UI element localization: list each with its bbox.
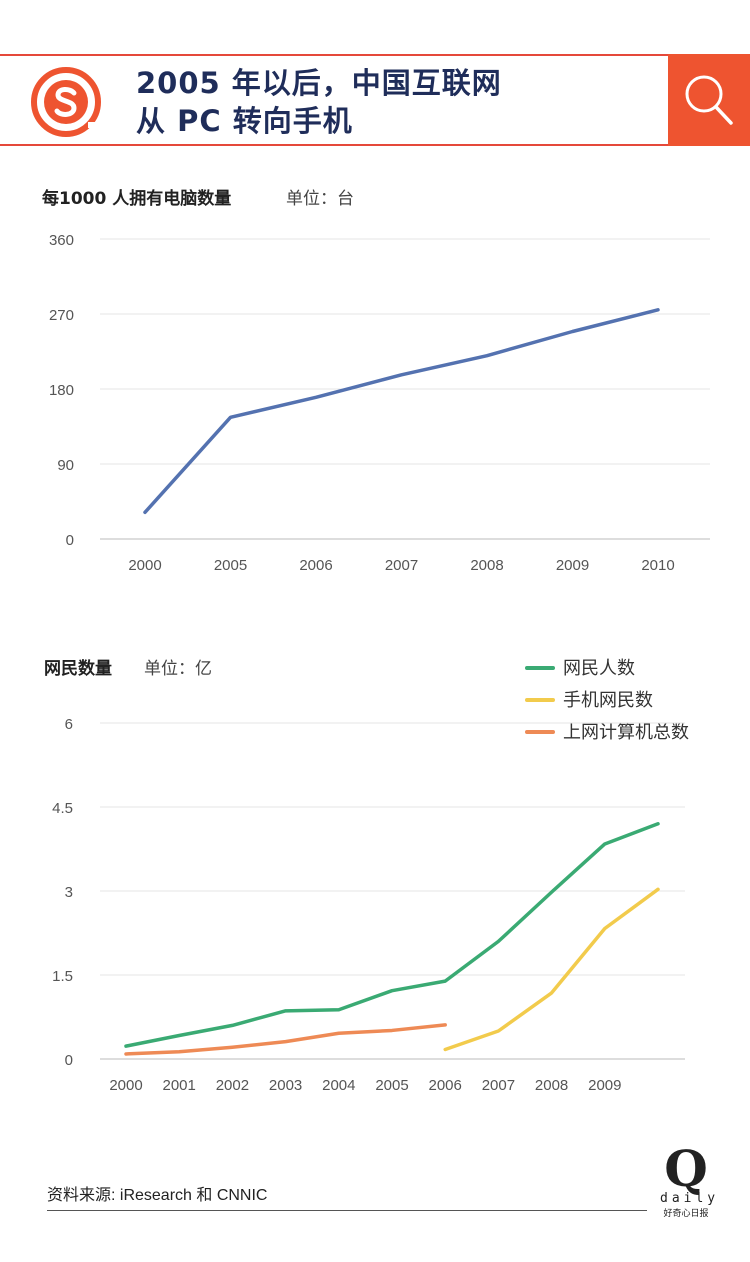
chart2-xtick: 2009: [588, 1077, 621, 1094]
chart1-xtick: 2010: [641, 557, 674, 574]
chart1-xtick: 2005: [214, 557, 247, 574]
chart2-series-line: [443, 887, 660, 1052]
chart1-xtick: 2000: [128, 557, 161, 574]
chart1-title: 每1000 人拥有电脑数量: [42, 188, 231, 209]
chart1-xtick: 2006: [299, 557, 332, 574]
brand-cn: 好奇心日报: [663, 1209, 709, 1219]
chart2-ytick: 3: [65, 884, 73, 901]
header-banner: 2005 年以后，中国互联网 从 PC 转向手机: [0, 54, 750, 146]
chart2-unit: 单位：亿: [144, 659, 212, 679]
chart1-xtick: 2009: [556, 557, 589, 574]
chart2-ytick: 0: [65, 1052, 73, 1069]
chart2-title: 网民数量: [44, 658, 112, 679]
chart2-xtick: 2008: [535, 1077, 568, 1094]
search-icon: [685, 75, 733, 125]
chart1-ytick: 180: [49, 382, 74, 399]
footer-divider: [47, 1210, 647, 1211]
legend-label: 网民人数: [563, 658, 635, 679]
source-note: 资料来源: iResearch 和 CNNIC: [47, 1187, 268, 1204]
sogou-logo-icon[interactable]: [30, 66, 102, 138]
chart2-xtick: 2004: [322, 1077, 355, 1094]
chart1-xtick: 2008: [470, 557, 503, 574]
chart2-xtick: 2003: [269, 1077, 302, 1094]
chart1-series-line: [143, 308, 660, 515]
qdaily-logo: Q daily 好奇心日报: [660, 1139, 720, 1220]
chart1-ytick: 360: [49, 232, 74, 249]
chart2-ytick: 4.5: [52, 800, 73, 817]
brand-q: Q: [664, 1139, 708, 1198]
search-button[interactable]: [668, 54, 750, 146]
chart2-series-line: [124, 1023, 447, 1056]
legend-label: 手机网民数: [563, 690, 653, 711]
chart2-ytick: 6: [65, 716, 73, 733]
chart2-series-line: [124, 822, 660, 1048]
chart2-xtick: 2002: [216, 1077, 249, 1094]
chart2-xtick: 2000: [109, 1077, 142, 1094]
chart2-xtick: 2007: [482, 1077, 515, 1094]
chart2-ytick: 1.5: [52, 968, 73, 985]
computers-per-1000-chart: 每1000 人拥有电脑数量 单位：台 360 270 180 90 0 2000 2005…: [42, 188, 710, 574]
chart1-ytick: 270: [49, 307, 74, 324]
page-title: 2005 年以后，中国互联网 从 PC 转向手机: [136, 64, 502, 140]
chart1-unit: 单位：台: [286, 189, 354, 209]
chart2-xtick: 2001: [163, 1077, 196, 1094]
chart2-xtick: 2005: [375, 1077, 408, 1094]
chart1-xtick: 2007: [385, 557, 418, 574]
title-line-1: 2005 年以后，中国互联网: [136, 66, 502, 100]
chart1-ytick: 0: [66, 532, 74, 549]
chart2-xtick: 2006: [429, 1077, 462, 1094]
brand-daily: daily: [660, 1191, 720, 1206]
legend-label: 上网计算机总数: [563, 722, 689, 743]
title-line-2: 从 PC 转向手机: [136, 104, 353, 138]
chart1-ytick: 90: [57, 457, 74, 474]
